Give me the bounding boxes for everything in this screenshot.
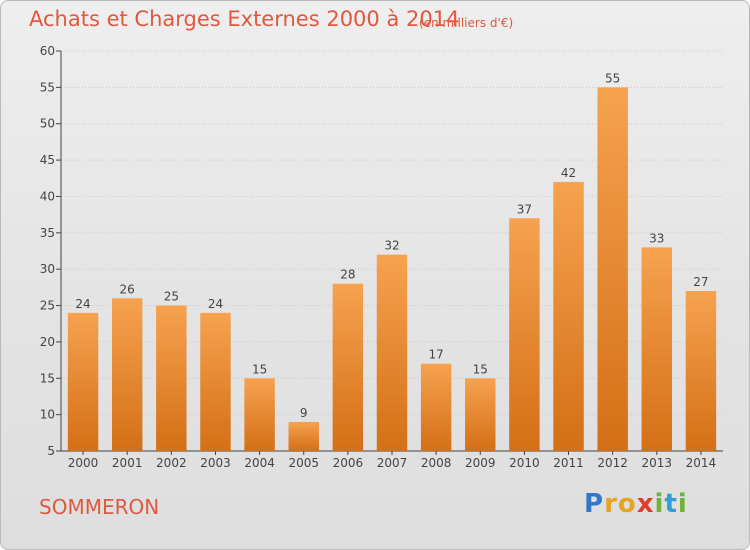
x-tick-label: 2006	[333, 456, 364, 470]
y-tick-label: 55	[40, 80, 55, 94]
bar-2011	[553, 181, 584, 451]
proxiti-logo[interactable]: Proxiti	[584, 489, 688, 519]
logo-letter: r	[604, 489, 618, 519]
bar-2004	[244, 378, 275, 451]
value-label: 28	[340, 268, 355, 282]
x-tick-labels: 2000 2001 2002 2003 2004 2005 2006 2007 2008 2009…	[68, 456, 716, 470]
logo-letter: t	[664, 489, 678, 519]
x-tick-label: 2002	[156, 456, 187, 470]
y-tick-label: 45	[40, 153, 55, 167]
x-tick-label: 2010	[509, 456, 540, 470]
bar-2008	[420, 363, 452, 451]
bar-2009	[465, 378, 496, 451]
x-tick-label: 2001	[112, 456, 143, 470]
x-tick-label: 2003	[200, 456, 231, 470]
value-label: 27	[693, 275, 708, 289]
y-tick-labels: 5 10 15 20 25 30 35 40 45 50 55 60	[40, 44, 55, 458]
bar-2013	[641, 247, 673, 451]
x-tick-label: 2014	[686, 456, 717, 470]
y-tick-label: 5	[47, 444, 55, 458]
value-label: 17	[428, 348, 443, 362]
commune-name: SOMMERON	[39, 495, 160, 519]
x-tick-label: 2011	[553, 456, 584, 470]
logo-letter: i	[654, 489, 665, 519]
bar-2007	[376, 254, 408, 451]
chart-subtitle: (en milliers d'€)	[419, 16, 514, 30]
x-tick-label: 2008	[421, 456, 452, 470]
x-tick-label: 2012	[597, 456, 628, 470]
value-label: 9	[300, 406, 308, 420]
logo-letter: P	[584, 489, 605, 519]
y-tick-label: 40	[40, 189, 55, 203]
bar-2010	[509, 218, 540, 451]
x-tick-label: 2004	[244, 456, 275, 470]
x-tick-label: 2013	[642, 456, 673, 470]
value-label: 55	[605, 71, 620, 85]
value-label: 26	[120, 282, 135, 296]
value-label: 42	[561, 166, 576, 180]
chart-title: Achats et Charges Externes 2000 à 2014	[29, 7, 460, 31]
x-tick-label: 2007	[377, 456, 408, 470]
value-label: 15	[252, 362, 267, 376]
y-tick-label: 50	[40, 117, 55, 131]
value-label: 24	[208, 297, 223, 311]
bar-2001	[111, 298, 143, 451]
bar-2012	[597, 87, 628, 452]
logo-letter: x	[636, 489, 655, 519]
y-tick-label: 35	[40, 226, 55, 240]
value-label: 33	[649, 231, 664, 245]
value-label: 25	[164, 290, 179, 304]
logo-letter: i	[677, 489, 688, 519]
y-tick-label: 25	[40, 299, 55, 313]
bars	[67, 87, 717, 452]
value-label: 15	[473, 362, 488, 376]
y-tick-label: 10	[40, 408, 55, 422]
bar-2005	[288, 421, 319, 451]
value-labels: 24 26 25 24 15 9 28 32 17 15 37 42 55 33 27	[75, 71, 708, 420]
bar-2003	[200, 312, 231, 451]
bar-2002	[156, 305, 187, 451]
bar-2014	[685, 291, 717, 451]
value-label: 32	[384, 239, 399, 253]
x-tick-label: 2009	[465, 456, 496, 470]
y-tick-label: 30	[40, 262, 55, 276]
value-label: 24	[75, 297, 90, 311]
bar-2006	[332, 283, 364, 451]
x-tick-label: 2000	[68, 456, 99, 470]
y-tick-label: 60	[40, 44, 55, 58]
x-tick-label: 2005	[288, 456, 319, 470]
logo-letter: o	[617, 489, 637, 519]
y-tick-label: 15	[40, 371, 55, 385]
value-label: 37	[517, 202, 532, 216]
y-tick-label: 20	[40, 335, 55, 349]
bar-2000	[67, 312, 99, 451]
